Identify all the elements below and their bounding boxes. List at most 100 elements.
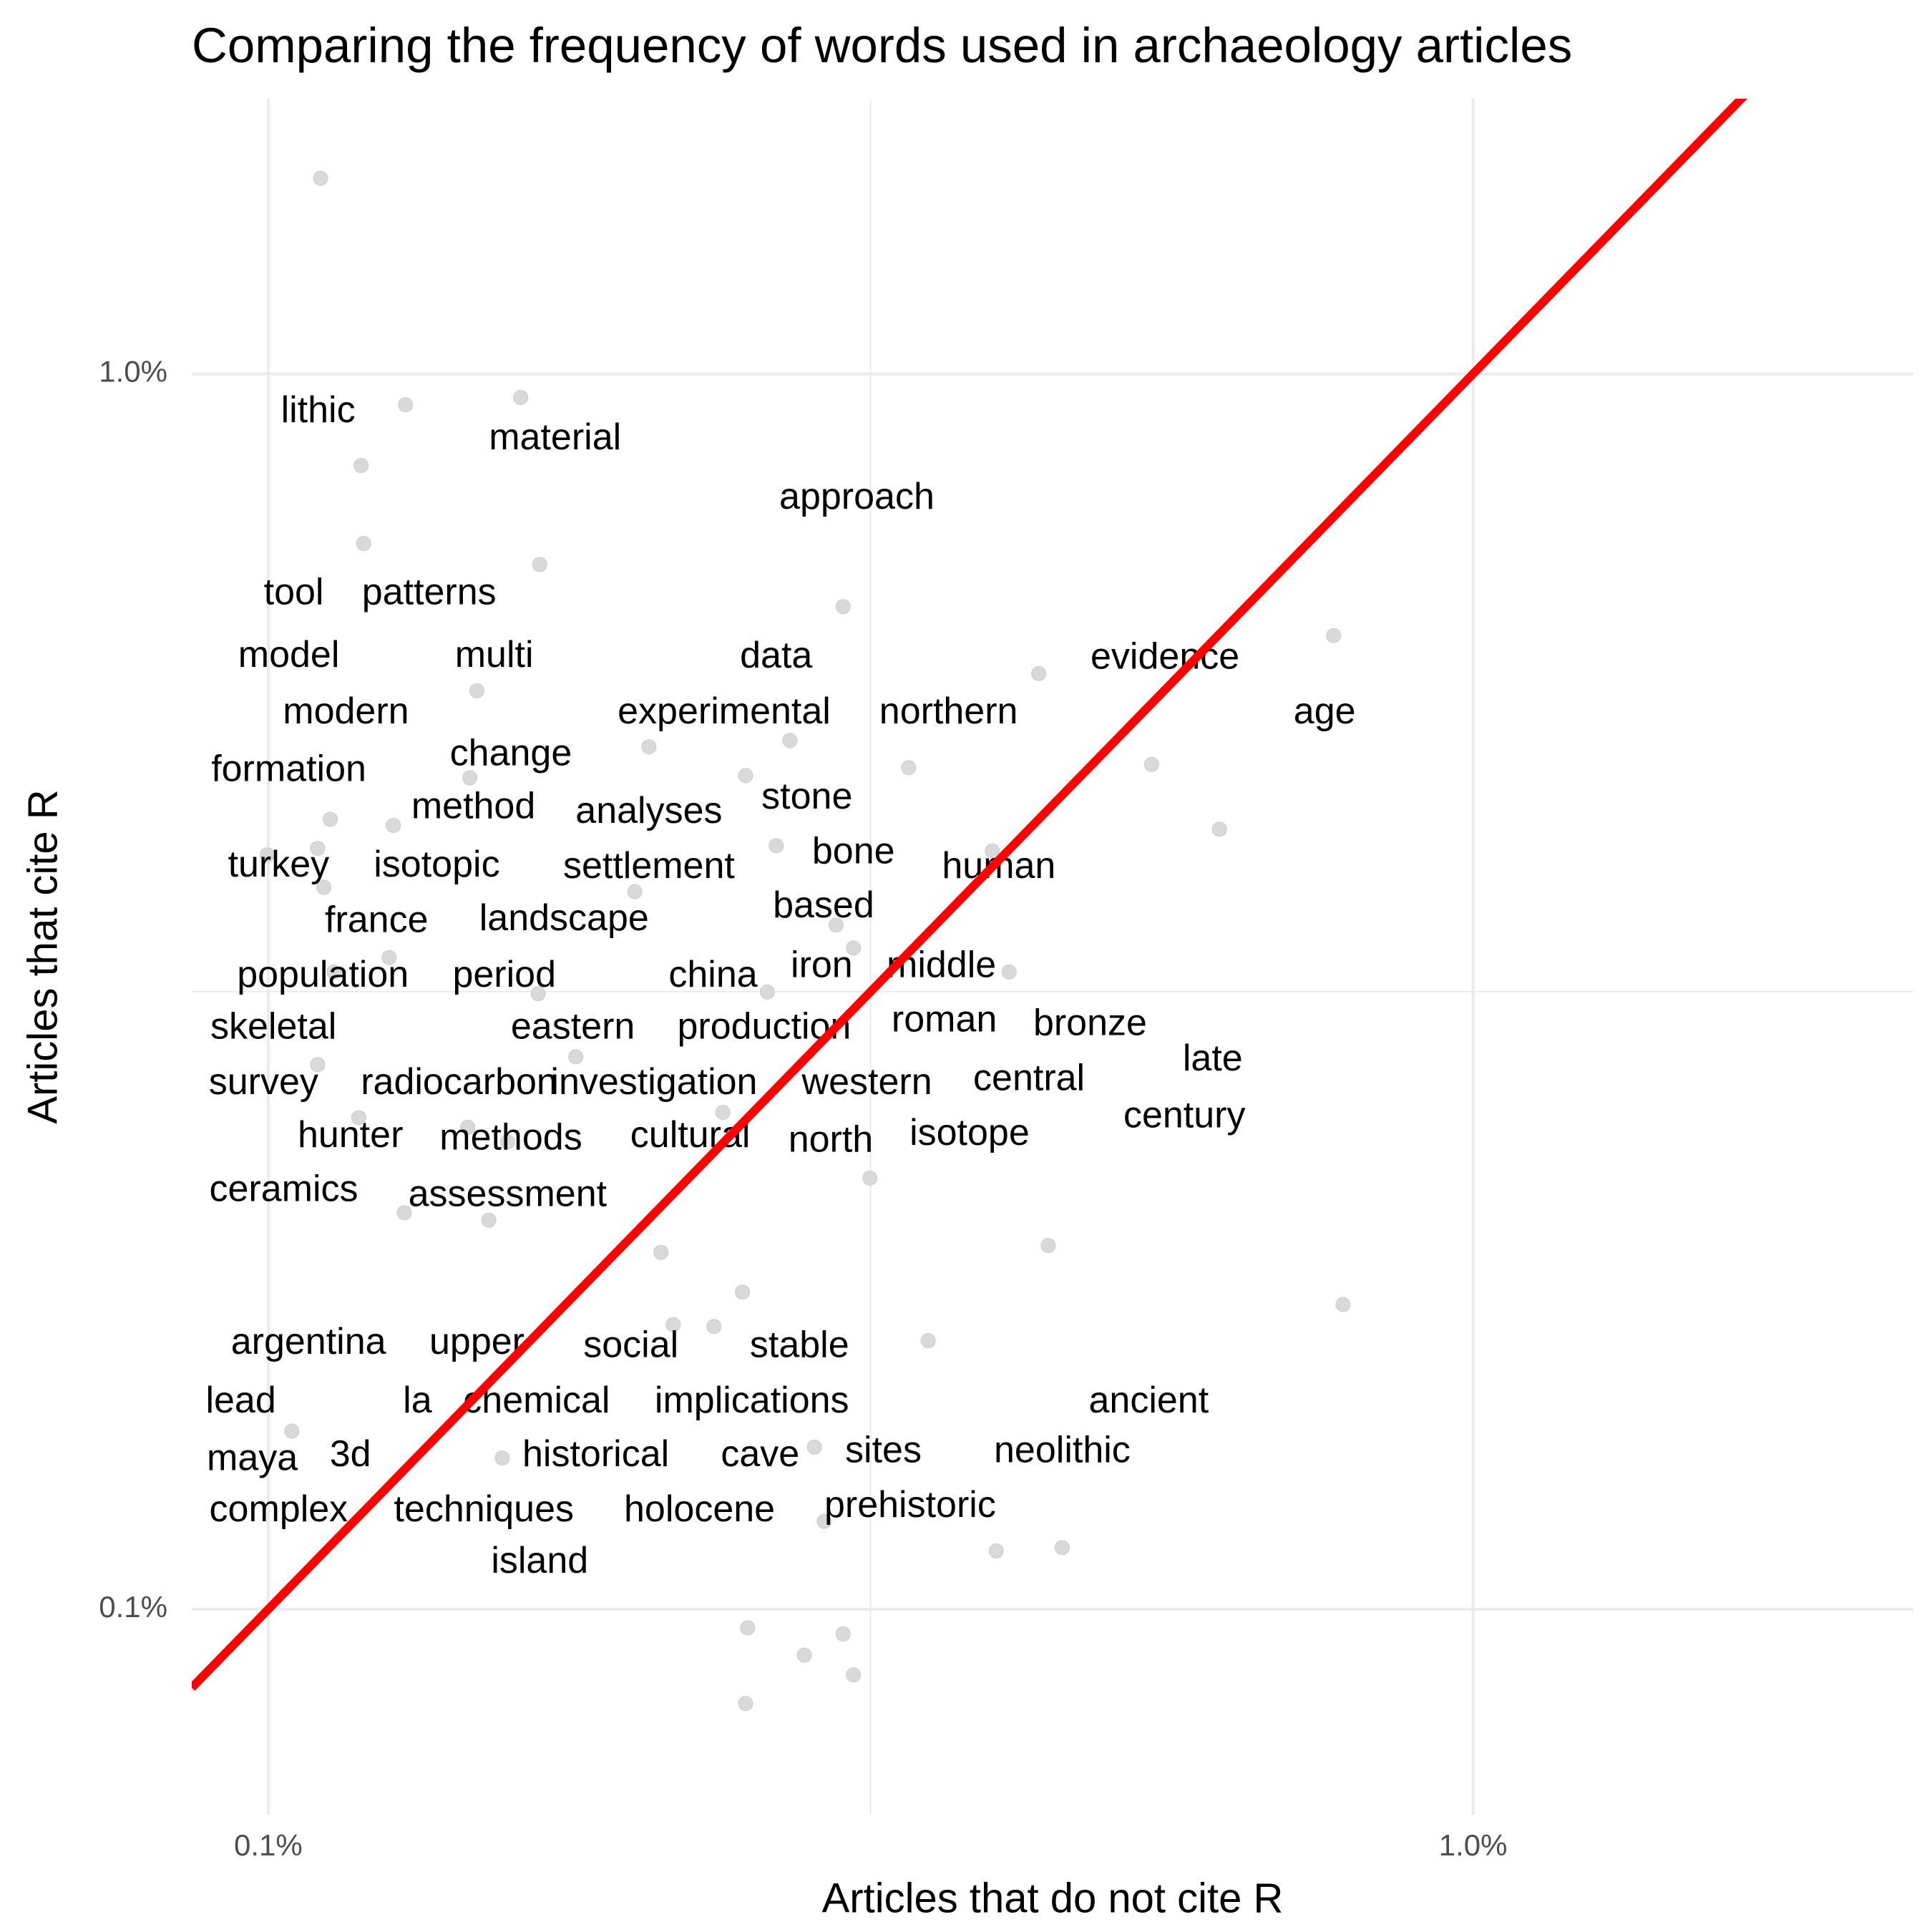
- axis-labels: 0.1% 1.0% 0.1% 1.0%: [99, 355, 1507, 1862]
- word-label: island: [491, 1540, 588, 1581]
- point: [259, 847, 275, 863]
- word-label: cave: [721, 1433, 799, 1475]
- word-label: implications: [655, 1380, 849, 1421]
- point: [1001, 964, 1017, 980]
- word-label: method: [411, 785, 535, 826]
- word-label: lead: [205, 1380, 275, 1421]
- word-label: tool: [264, 571, 324, 613]
- word-label: based: [773, 884, 874, 926]
- word-label: bronze: [1033, 1002, 1147, 1044]
- point: [769, 838, 784, 854]
- point: [846, 940, 862, 956]
- word-label: change: [450, 733, 572, 774]
- word-label: 3d: [330, 1433, 371, 1475]
- word-label: stone: [761, 776, 852, 817]
- word-label: investigation: [550, 1061, 757, 1103]
- point: [396, 1205, 412, 1221]
- point: [353, 458, 369, 474]
- word-label: assessment: [409, 1173, 608, 1214]
- point: [988, 1543, 1004, 1558]
- word-label: methods: [439, 1116, 582, 1158]
- point: [326, 964, 342, 980]
- y-axis-title: Articles that cite R: [19, 789, 66, 1123]
- point: [1211, 821, 1227, 837]
- reference-layer: [192, 99, 1747, 1691]
- chart-title: Comparing the frequency of words used in…: [192, 18, 1572, 73]
- point: [901, 760, 917, 776]
- point: [499, 1134, 515, 1150]
- word-label: age: [1294, 691, 1356, 732]
- y-tick-label: 0.1%: [99, 1590, 167, 1624]
- word-label: modern: [283, 691, 409, 732]
- word-label: hunter: [298, 1114, 403, 1156]
- point: [284, 1423, 300, 1439]
- word-label: settlement: [563, 845, 735, 887]
- point: [462, 770, 478, 786]
- point: [310, 1057, 326, 1073]
- point: [381, 950, 397, 965]
- point: [1326, 628, 1342, 643]
- word-label: roman: [892, 999, 997, 1040]
- point: [846, 1667, 862, 1683]
- point: [835, 1626, 851, 1642]
- point: [386, 818, 401, 834]
- point: [460, 1119, 476, 1135]
- word-label: ancient: [1088, 1380, 1209, 1421]
- point: [740, 1620, 756, 1636]
- x-tick-label: 0.1%: [234, 1828, 303, 1862]
- point: [985, 843, 1000, 859]
- word-label: holocene: [624, 1488, 775, 1530]
- point: [920, 1333, 936, 1349]
- word-label: multi: [455, 634, 534, 675]
- point: [665, 1317, 681, 1332]
- point: [513, 389, 529, 405]
- point: [782, 733, 798, 748]
- word-label: iron: [791, 944, 853, 985]
- point: [738, 1696, 753, 1712]
- points: [259, 170, 1351, 1712]
- word-label: western: [801, 1061, 932, 1103]
- point: [356, 536, 371, 552]
- word-label: stable: [750, 1324, 849, 1365]
- point: [568, 1049, 584, 1065]
- word-label: isotope: [909, 1112, 1030, 1153]
- word-label: argentina: [231, 1321, 386, 1362]
- point: [828, 917, 844, 933]
- word-label: lithic: [281, 389, 356, 431]
- word-label: north: [789, 1118, 874, 1160]
- word-label: techniques: [394, 1488, 574, 1530]
- point: [796, 1647, 812, 1663]
- x-axis-title: Articles that do not cite R: [822, 1875, 1284, 1921]
- point: [738, 768, 753, 784]
- point: [1335, 1297, 1351, 1312]
- word-label: neolithic: [994, 1429, 1131, 1470]
- word-label: central: [973, 1058, 1085, 1099]
- word-label: formation: [211, 748, 366, 789]
- word-label: china: [668, 954, 757, 995]
- word-label: maya: [207, 1438, 298, 1479]
- point: [759, 984, 775, 1000]
- grid: [192, 99, 1913, 1815]
- point: [1031, 665, 1047, 681]
- word-label: ceramics: [209, 1168, 358, 1209]
- word-labels: lithic material approach tool patterns model m…: [205, 389, 1355, 1581]
- point: [1054, 1540, 1070, 1556]
- word-label: sites: [845, 1429, 922, 1470]
- point: [351, 1110, 366, 1126]
- point: [715, 1105, 731, 1121]
- word-label: middle: [887, 944, 996, 985]
- word-label: historical: [522, 1433, 669, 1475]
- point: [530, 986, 546, 1002]
- point: [835, 599, 851, 615]
- word-label: period: [452, 954, 556, 995]
- point: [494, 1450, 510, 1465]
- word-label: approach: [779, 476, 935, 517]
- point: [1143, 756, 1159, 772]
- word-label: survey: [209, 1061, 318, 1103]
- point: [806, 1439, 822, 1455]
- point: [641, 739, 657, 755]
- word-label: patterns: [362, 571, 497, 613]
- word-label: bone: [812, 831, 895, 872]
- reference-line: [192, 99, 1747, 1691]
- point: [816, 1513, 832, 1529]
